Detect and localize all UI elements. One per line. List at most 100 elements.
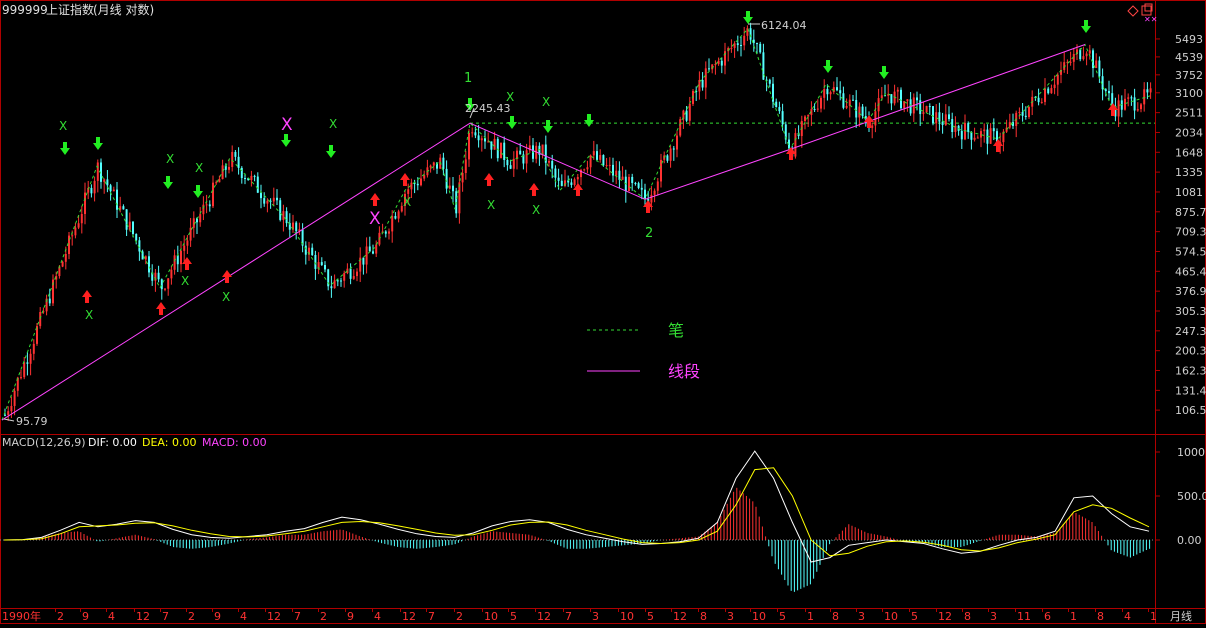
candle-body (109, 185, 112, 192)
candle-body (391, 215, 394, 232)
candle-body (573, 179, 576, 185)
candle-body (669, 148, 672, 161)
candle-body (493, 138, 496, 150)
candle-body (989, 128, 992, 144)
candle-body (343, 273, 346, 281)
candle-body (253, 175, 256, 177)
candle-body (695, 90, 698, 92)
candle-body (260, 192, 262, 199)
candle-body (813, 109, 816, 111)
candle-body (589, 155, 592, 168)
candle-body (762, 52, 765, 80)
price-tick-label: 465.4 (1175, 265, 1206, 278)
candle-body (311, 247, 314, 255)
candle-body (356, 271, 358, 277)
candle-body (1092, 50, 1094, 69)
candle-body (743, 35, 746, 46)
candle-body (1050, 88, 1053, 94)
candle-body (68, 235, 70, 254)
candle-body (820, 97, 822, 109)
candle-body (938, 112, 941, 122)
candle-body (20, 377, 22, 379)
candle-body (704, 68, 707, 88)
candle-body (666, 155, 669, 161)
candle-body (106, 179, 109, 186)
candle-body (112, 189, 115, 192)
candle-body (720, 60, 723, 66)
candle-body (919, 100, 922, 115)
candle-body (4, 414, 6, 416)
candle-body (461, 172, 464, 183)
cross-icon[interactable]: ✕✕ (1144, 15, 1157, 24)
down-arrow-icon (60, 142, 70, 155)
up-arrow-icon (484, 173, 494, 186)
candle-body (26, 362, 29, 364)
x-marker: X (195, 161, 203, 175)
candle-body (829, 92, 832, 95)
time-tick-label: 12 (537, 610, 551, 623)
candle-body (679, 119, 682, 136)
candle-body (1044, 88, 1046, 102)
candle-body (784, 124, 787, 140)
candle-body (528, 145, 531, 151)
candle-body (416, 183, 419, 186)
candle-body (212, 182, 214, 207)
candle-body (320, 262, 323, 265)
candle-body (1127, 97, 1130, 99)
duan-segment-line (1, 44, 1086, 421)
macd-dif-line (3, 450, 1150, 563)
candle-body (628, 176, 630, 191)
candle-body (279, 200, 282, 220)
candle-body (304, 245, 307, 255)
candle-body (922, 112, 925, 115)
price-tick-label: 709.3 (1175, 226, 1206, 239)
candle-body (1047, 88, 1050, 94)
candle-body (295, 222, 298, 232)
candle-body (887, 94, 890, 96)
candle-body (1012, 122, 1014, 126)
legend-duan-label: 线段 (668, 362, 700, 381)
candle-body (564, 180, 566, 186)
candle-body (125, 209, 128, 230)
candle-body (634, 182, 637, 184)
macd-tick-label: 1000 (1177, 446, 1205, 459)
candle-body (714, 64, 717, 66)
time-tick-label: 3 (990, 610, 997, 623)
candle-body (759, 43, 762, 53)
candle-body (144, 256, 147, 260)
candle-body (186, 240, 189, 246)
candle-body (55, 276, 58, 280)
candle-body (711, 64, 714, 70)
time-tick-label: 5 (911, 610, 918, 623)
candle-body (176, 255, 179, 265)
candle-body (336, 280, 339, 282)
down-arrow-icon (465, 98, 475, 111)
time-tick-label: 9 (82, 610, 89, 623)
price-tick-label: 5493 (1175, 33, 1203, 46)
candle-body (560, 180, 563, 186)
candle-body (397, 211, 400, 219)
window-restore-icon[interactable] (1141, 3, 1153, 16)
candle-body (618, 170, 621, 180)
time-tick-label: 5 (647, 610, 654, 623)
candle-body (1018, 111, 1021, 113)
up-arrow-icon (222, 270, 232, 283)
candle-body (1056, 74, 1059, 85)
candle-body (96, 162, 99, 181)
diamond-icon[interactable] (1127, 5, 1139, 17)
candle-body (637, 183, 640, 188)
time-tick-label: 1990年 (2, 609, 41, 623)
candle-body (592, 151, 595, 156)
time-tick-label: 2 (188, 610, 195, 623)
candle-body (775, 101, 778, 108)
bi-path (1, 27, 1151, 421)
low-price-label: 95.79 (16, 415, 48, 428)
time-tick-label: 2 (456, 610, 463, 623)
candle-body (756, 43, 758, 45)
up-arrow-icon (993, 139, 1003, 152)
price-tick-label: 1081 (1175, 186, 1203, 199)
candle-body (980, 131, 982, 138)
price-tick-label: 3100 (1175, 87, 1203, 100)
